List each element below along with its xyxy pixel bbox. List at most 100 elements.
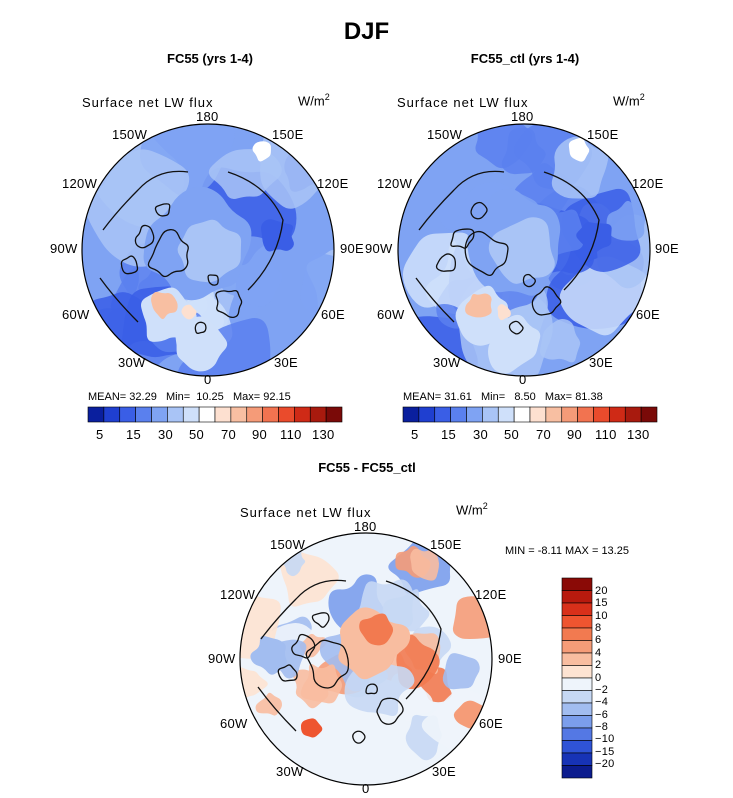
coastline-island [435,253,457,272]
coastline-alaska [418,170,505,231]
colorbar-swatch [561,602,593,616]
variable-label-difference: Surface net LW flux [240,505,372,520]
colorbar-tick: 5 [96,427,104,442]
coastline-siberia [227,171,284,291]
field-patch [539,319,581,363]
colorbar-tick: 20 [595,585,608,597]
field-patch-west [250,635,287,675]
coastline-alaska [102,170,189,231]
colorbar-tick: −10 [595,733,615,745]
field-patch [382,589,430,632]
lon-label-90e: 90E [498,651,523,666]
lon-label-120e: 120E [317,176,349,191]
colorbar-tick: 8 [595,622,602,634]
lon-label-90e: 90E [655,241,680,256]
colorbar-tick: 130 [627,427,650,442]
lon-label-0: 0 [362,781,370,796]
colorbar-swatch [561,590,593,604]
coastline-island [277,664,298,682]
colorbar-ticks-fc55-ctl: 5 15 30 50 70 90 110 130 [403,427,657,443]
colorbar-tick: 130 [312,427,335,442]
field-patch-warm [181,304,197,320]
colorbar-tick: 2 [595,659,602,671]
field-patch-arctic-core [359,613,394,646]
colorbar-swatch [561,652,593,666]
coastline-group [257,579,442,744]
colorbar-swatch [561,577,593,591]
lon-label-120w: 120W [220,587,256,602]
colorbar-tick: 6 [595,634,602,646]
lon-label-150e: 150E [587,127,619,142]
colorbar-swatch [561,765,593,779]
coastline-scandinavia [376,697,404,725]
lon-label-180: 180 [511,109,534,124]
variable-label-fc55-ctl: Surface net LW flux [397,95,529,110]
colorbar-tick: 90 [567,427,583,442]
lon-label-30w: 30W [118,355,146,370]
field-patch-pole [177,219,242,283]
coastline-scandinavia [215,289,243,319]
field-patch-pole [488,217,555,284]
lon-label-150w: 150W [427,127,463,142]
variable-label-fc55: Surface net LW flux [82,95,214,110]
colorbar-tick: 10 [595,610,608,622]
lon-label-150e: 150E [272,127,304,142]
panel-title-difference: FC55 - FC55_ctl [318,460,416,475]
colorbar-swatch [561,615,593,629]
lon-label-60e: 60E [479,716,504,731]
coastline-greenland [147,229,189,278]
field-patch [606,200,647,241]
colorbar-tick: 4 [595,647,602,659]
coastline-iceland [508,320,524,335]
panel-title-fc55: FC55 (yrs 1-4) [167,51,253,66]
lon-label-30w: 30W [276,764,304,779]
lon-label-30e: 30E [274,355,299,370]
colorbar-tick: 5 [411,427,419,442]
field-patch [176,318,277,376]
colorbar-swatch [640,406,658,423]
colorbar-tick: 50 [504,427,520,442]
coastline-island [134,224,155,249]
units-label-fc55-ctl: W/m2 [613,92,645,109]
coastline-siberia [385,580,442,700]
stats-difference: MIN = -8.11 MAX = 13.25 [505,545,629,557]
lon-label-30e: 30E [432,764,457,779]
lon-label-150e: 150E [430,537,462,552]
colorbar-tick: 70 [536,427,552,442]
season-title: DJF [343,18,390,45]
colorbar-swatch [561,627,593,641]
colorbar-tick: 15 [595,597,608,609]
lon-label-150w: 150W [112,127,148,142]
colorbar-tick: 110 [595,427,617,442]
lon-label-90e: 90E [340,241,365,256]
coastline-group [99,170,284,334]
field-patch-warm [151,291,178,320]
map-boundary [239,532,493,786]
colorbar-tick: 110 [280,427,302,442]
panel-title-fc55-ctl: FC55_ctl (yrs 1-4) [470,51,580,66]
lon-label-120e: 120E [632,176,664,191]
colorbar-swatch [561,640,593,654]
colorbar-swatch [561,752,593,766]
coastline-siberia [543,171,600,291]
coastline-group [415,170,600,335]
lon-label-60e: 60E [321,307,346,322]
field-patch-warm [465,293,492,318]
lon-label-90w: 90W [208,651,236,666]
colorbar-tick: −6 [595,709,609,721]
coastline-iceland [194,321,207,334]
colorbar-tick: 30 [473,427,489,442]
coastline-island [120,255,139,275]
coastline-alaska [260,579,347,640]
lon-label-0: 0 [519,372,527,387]
lon-label-120e: 120E [475,587,507,602]
colorbar-swatch [561,727,593,741]
colorbar-ticks-difference: 20 15 10 8 6 4 2 0 −2 −4 −6 −8 −10 −15 −… [595,580,635,780]
colorbar-tick: 15 [126,427,142,442]
lon-label-90w: 90W [365,241,393,256]
colorbar-swatch [561,690,593,704]
colorbar-ticks-fc55: 5 15 30 50 70 90 110 130 [88,427,342,443]
colorbar-tick: −20 [595,758,615,770]
